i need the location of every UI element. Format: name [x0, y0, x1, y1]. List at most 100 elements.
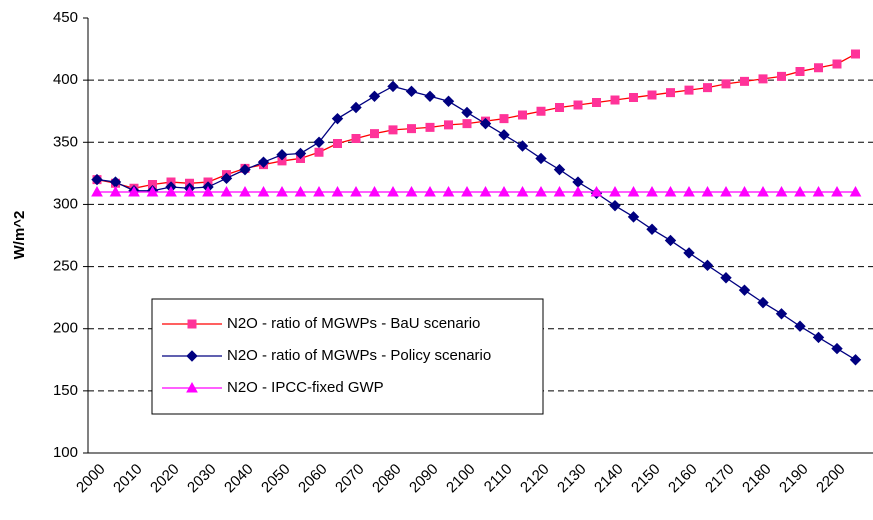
legend-label: N2O - IPCC-fixed GWP — [227, 379, 384, 396]
marker — [257, 185, 270, 197]
legend-label: N2O - ratio of MGWPs - BaU scenario — [227, 315, 480, 332]
marker — [257, 156, 270, 168]
marker — [516, 140, 529, 152]
marker — [370, 129, 379, 139]
marker — [424, 90, 436, 103]
x-tick-label: 2200 — [813, 461, 849, 497]
marker — [479, 117, 492, 130]
x-tick-label: 2020 — [147, 461, 183, 497]
x-tick-label: 2040 — [221, 461, 257, 497]
marker — [684, 85, 694, 95]
y-tick-label: 450 — [53, 9, 78, 26]
marker — [499, 114, 509, 124]
x-tick-label: 2100 — [443, 461, 479, 497]
x-tick-label: 2050 — [258, 461, 294, 497]
x-tick-label: 2150 — [628, 461, 664, 497]
marker — [333, 139, 342, 149]
marker — [535, 185, 547, 197]
marker — [627, 211, 640, 223]
marker — [444, 120, 453, 130]
marker — [331, 112, 344, 125]
marker — [387, 185, 399, 197]
marker — [313, 136, 325, 148]
marker — [407, 124, 416, 134]
marker — [757, 296, 769, 309]
marker — [350, 185, 362, 197]
marker — [831, 342, 843, 355]
marker — [536, 106, 546, 116]
marker — [442, 95, 455, 107]
legend: N2O - ratio of MGWPs - BaU scenario N2O -… — [151, 298, 544, 415]
x-tick-label: 2000 — [73, 461, 109, 497]
marker — [572, 176, 584, 188]
marker — [629, 93, 638, 103]
x-tick-label: 2110 — [481, 461, 516, 496]
marker — [701, 259, 714, 272]
x-tick-label: 2180 — [739, 461, 775, 497]
marker — [757, 185, 769, 197]
marker — [276, 185, 288, 197]
marker — [314, 147, 324, 157]
marker — [518, 110, 527, 120]
marker — [775, 308, 788, 320]
marker — [461, 106, 473, 119]
x-tick-label: 2120 — [517, 461, 553, 497]
marker — [461, 185, 473, 197]
marker — [294, 185, 307, 197]
marker — [183, 185, 196, 197]
marker — [553, 185, 566, 197]
marker — [721, 79, 731, 89]
marker — [832, 59, 842, 69]
marker — [148, 180, 157, 190]
marker — [442, 185, 455, 197]
marker — [683, 247, 695, 259]
x-tick-label: 2010 — [110, 461, 146, 497]
series-line — [96, 53, 856, 189]
marker — [109, 185, 122, 197]
marker — [128, 185, 140, 197]
marker — [91, 185, 103, 197]
x-tick-label: 2090 — [406, 461, 442, 497]
y-tick-label: 100 — [53, 444, 78, 461]
x-tick-label: 2130 — [554, 461, 590, 497]
marker — [590, 185, 603, 197]
marker — [738, 284, 751, 296]
marker — [572, 185, 584, 197]
x-tick-label: 2060 — [295, 461, 331, 497]
marker — [462, 119, 472, 129]
marker — [646, 185, 658, 197]
marker — [683, 185, 695, 197]
marker — [814, 63, 823, 73]
marker — [849, 185, 862, 197]
marker — [276, 149, 288, 161]
marker — [553, 163, 566, 176]
marker — [498, 185, 510, 197]
legend-marker — [186, 350, 198, 362]
marker — [405, 185, 418, 197]
x-tick-label: 2030 — [184, 461, 220, 497]
marker — [405, 85, 418, 98]
marker — [350, 101, 362, 114]
marker — [220, 172, 233, 185]
marker — [703, 83, 712, 93]
marker — [239, 163, 251, 176]
marker — [740, 76, 749, 86]
marker — [479, 185, 492, 197]
marker — [368, 90, 381, 103]
y-axis-title: W/m^2 — [11, 211, 28, 260]
marker — [720, 272, 732, 284]
marker — [592, 98, 601, 108]
marker — [812, 331, 825, 344]
x-tick-label: 2190 — [776, 461, 812, 497]
marker — [666, 88, 675, 98]
marker — [331, 185, 344, 197]
y-tick-label: 350 — [53, 133, 78, 150]
marker — [849, 354, 862, 366]
marker — [535, 152, 547, 165]
marker — [313, 185, 325, 197]
marker — [610, 95, 620, 105]
marker — [831, 185, 843, 197]
marker — [294, 147, 307, 160]
marker — [738, 185, 751, 197]
